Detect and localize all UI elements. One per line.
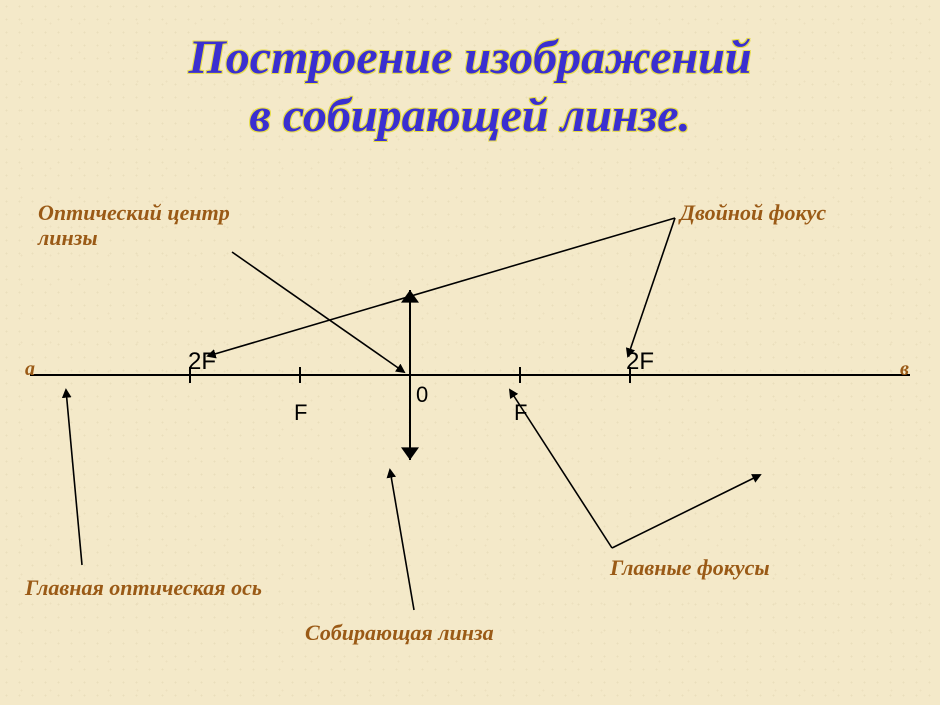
axis-left-end-label: а (25, 358, 35, 381)
annotation-converging-lens: Собирающая линза (305, 620, 494, 645)
annotation-optical-center: Оптический центр линзы (38, 200, 230, 251)
annotation-optical-center-line1: Оптический центр (38, 200, 230, 225)
tick-label-2f-left: 2F (188, 348, 216, 376)
annotation-optical-center-line2: линзы (38, 225, 98, 250)
tick-label-f-right: F (514, 400, 527, 426)
annotation-main-optical-axis: Главная оптическая ось (25, 575, 262, 600)
annotation-double-focus: Двойной фокус (680, 200, 826, 225)
origin-label: 0 (416, 382, 428, 408)
tick-label-2f-right: 2F (626, 348, 654, 376)
annotation-main-foci: Главные фокусы (610, 555, 770, 580)
tick-label-f-left: F (294, 400, 307, 426)
diagram-stage: Построение изображений в собирающей линз… (0, 0, 940, 705)
axis-right-end-label: в (900, 358, 909, 381)
